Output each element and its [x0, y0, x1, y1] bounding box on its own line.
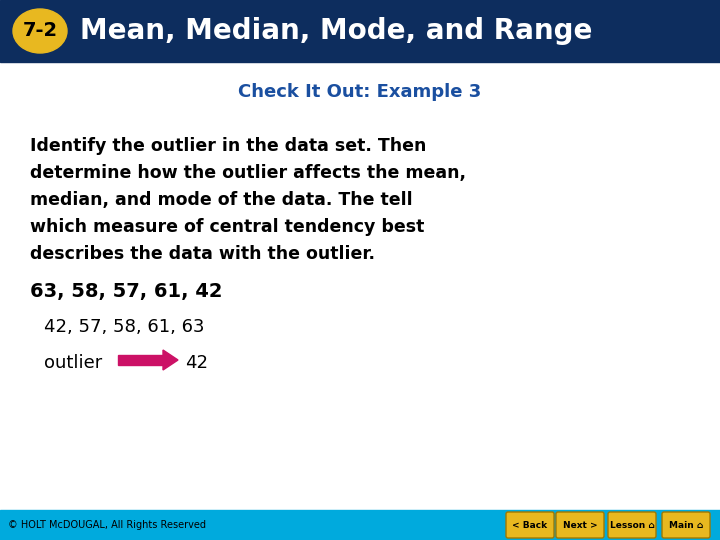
FancyBboxPatch shape — [608, 512, 656, 538]
Text: < Back: < Back — [513, 521, 548, 530]
Bar — [0, 510, 720, 540]
Text: median, and mode of the data. The tell: median, and mode of the data. The tell — [30, 191, 413, 209]
Ellipse shape — [13, 9, 67, 53]
Text: 42, 57, 58, 61, 63: 42, 57, 58, 61, 63 — [44, 318, 204, 336]
Text: Mean, Median, Mode, and Range: Mean, Median, Mode, and Range — [80, 17, 593, 45]
Text: Main ⌂: Main ⌂ — [669, 521, 703, 530]
Text: © HOLT McDOUGAL, All Rights Reserved: © HOLT McDOUGAL, All Rights Reserved — [8, 520, 206, 530]
Text: describes the data with the outlier.: describes the data with the outlier. — [30, 245, 375, 263]
FancyBboxPatch shape — [506, 512, 554, 538]
Text: 42: 42 — [185, 354, 208, 372]
FancyBboxPatch shape — [556, 512, 604, 538]
Bar — [0, 0, 720, 62]
Text: determine how the outlier affects the mean,: determine how the outlier affects the me… — [30, 164, 466, 182]
FancyBboxPatch shape — [662, 512, 710, 538]
Text: Check It Out: Example 3: Check It Out: Example 3 — [238, 83, 482, 101]
Text: Next >: Next > — [563, 521, 598, 530]
Text: which measure of central tendency best: which measure of central tendency best — [30, 218, 424, 236]
Bar — [118, 355, 163, 365]
Text: Lesson ⌂: Lesson ⌂ — [610, 521, 654, 530]
Text: outlier: outlier — [44, 354, 102, 372]
Text: 7-2: 7-2 — [22, 22, 58, 40]
Text: 63, 58, 57, 61, 42: 63, 58, 57, 61, 42 — [30, 282, 222, 301]
Polygon shape — [163, 350, 178, 370]
Text: Identify the outlier in the data set. Then: Identify the outlier in the data set. Th… — [30, 137, 426, 155]
